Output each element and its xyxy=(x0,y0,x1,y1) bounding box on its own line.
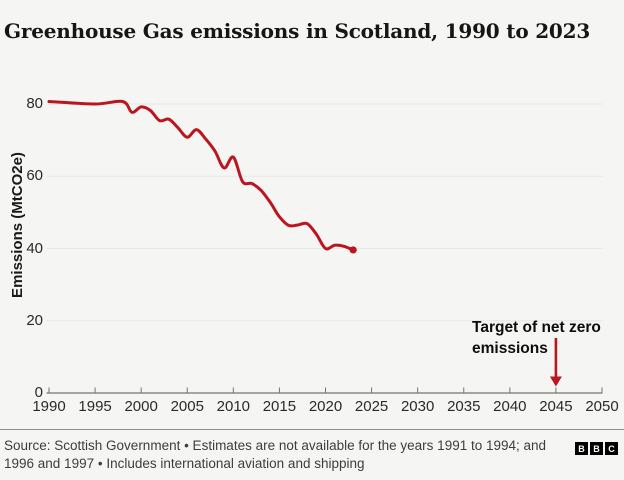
source-line-1: Source: Scottish Government • Estimates … xyxy=(4,438,547,453)
x-tick-label: 2005 xyxy=(170,398,204,415)
bbc-logo-letter: C xyxy=(605,442,618,455)
end-point-marker xyxy=(349,246,357,254)
emissions-line xyxy=(47,99,355,252)
y-tick-label: 80 xyxy=(26,95,43,112)
x-tick-label: 1995 xyxy=(78,398,112,415)
chart-canvas xyxy=(46,99,603,394)
x-tick-label: 2000 xyxy=(124,398,158,415)
emissions-line-chart: Emissions (MtCO2e) Target of net zero em… xyxy=(9,95,622,415)
page-title: Greenhouse Gas emissions in Scotland, 19… xyxy=(4,19,591,43)
source-line-2: 1996 and 1997 • Includes international a… xyxy=(4,456,365,471)
y-tick-label: 40 xyxy=(26,239,43,257)
x-tick-label: 2050 xyxy=(585,398,619,415)
annotation-line-1: Target of net zero xyxy=(472,319,601,336)
x-tick-label: 2015 xyxy=(262,398,297,415)
target-arrow-head xyxy=(549,376,562,387)
bbc-logo-letter: B xyxy=(575,442,588,455)
x-tick-label: 1990 xyxy=(32,398,66,415)
y-tick-label: 0 xyxy=(34,384,43,401)
x-tick-label: 2035 xyxy=(447,398,481,415)
source-note: Source: Scottish Government • Estimates … xyxy=(4,437,564,473)
x-tick-label: 2040 xyxy=(493,398,527,415)
bbc-logo-letter: B xyxy=(590,442,603,455)
y-axis-title: Emissions (MtCO2e) xyxy=(9,152,26,298)
annotation-line-2: emissions xyxy=(472,340,548,357)
y-tick-label: 60 xyxy=(26,167,43,185)
footer-divider xyxy=(0,429,624,430)
x-tick-label: 2045 xyxy=(539,398,573,415)
x-tick-label: 2025 xyxy=(354,398,389,415)
y-tick-label: 20 xyxy=(26,311,43,329)
x-tick-label: 2030 xyxy=(400,398,435,415)
x-tick-label: 2020 xyxy=(308,398,343,415)
net-zero-annotation: Target of net zero emissions xyxy=(472,317,622,359)
x-tick-label: 2010 xyxy=(216,398,251,415)
